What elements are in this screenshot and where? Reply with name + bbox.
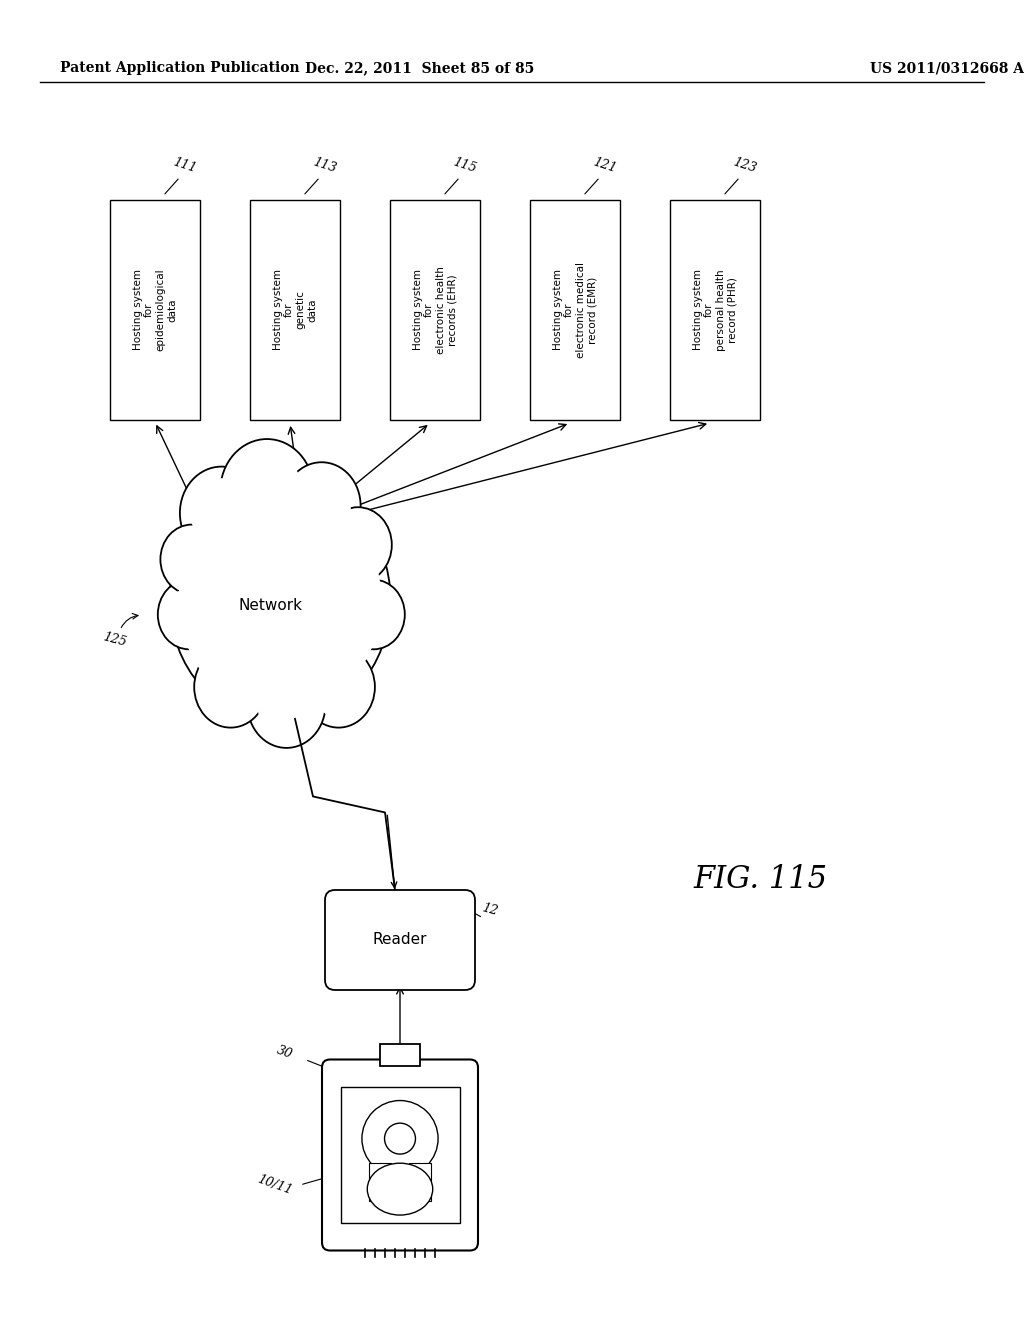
Text: Reader: Reader: [373, 932, 427, 948]
Text: Hosting system
for
electronic medical
record (EMR): Hosting system for electronic medical re…: [553, 261, 597, 358]
Text: Patent Application Publication: Patent Application Publication: [60, 61, 300, 75]
Ellipse shape: [342, 579, 404, 649]
FancyBboxPatch shape: [530, 201, 620, 420]
Ellipse shape: [248, 661, 326, 748]
Text: 30: 30: [275, 1044, 295, 1061]
Ellipse shape: [161, 524, 223, 594]
Ellipse shape: [204, 656, 258, 718]
Ellipse shape: [368, 1163, 433, 1214]
FancyBboxPatch shape: [393, 1197, 403, 1210]
Text: 125: 125: [101, 631, 128, 649]
Text: Network: Network: [238, 598, 302, 612]
Ellipse shape: [195, 647, 267, 727]
Circle shape: [385, 1123, 416, 1154]
Text: 111: 111: [172, 156, 199, 174]
Ellipse shape: [166, 589, 212, 640]
FancyBboxPatch shape: [409, 1183, 431, 1201]
Text: Hosting system
for
electronic health
records (EHR): Hosting system for electronic health rec…: [413, 267, 458, 354]
Text: Hosting system
for
personal health
record (PHR): Hosting system for personal health recor…: [692, 269, 737, 351]
FancyBboxPatch shape: [322, 1060, 478, 1250]
Text: Hosting system
for
epidemiological
data: Hosting system for epidemiological data: [132, 269, 177, 351]
FancyBboxPatch shape: [325, 890, 475, 990]
Text: 123: 123: [731, 156, 759, 174]
Text: 115: 115: [452, 156, 478, 174]
Ellipse shape: [158, 579, 220, 649]
Ellipse shape: [168, 533, 215, 586]
Ellipse shape: [302, 647, 375, 727]
FancyBboxPatch shape: [390, 201, 480, 420]
FancyBboxPatch shape: [380, 1044, 420, 1065]
Ellipse shape: [283, 462, 360, 549]
Text: 113: 113: [311, 156, 338, 174]
Ellipse shape: [220, 440, 313, 544]
Text: Dec. 22, 2011  Sheet 85 of 85: Dec. 22, 2011 Sheet 85 of 85: [305, 61, 535, 75]
Ellipse shape: [178, 487, 381, 713]
FancyBboxPatch shape: [369, 1183, 391, 1201]
FancyBboxPatch shape: [341, 1086, 460, 1224]
Ellipse shape: [257, 672, 315, 737]
Ellipse shape: [311, 656, 366, 718]
FancyBboxPatch shape: [250, 201, 340, 420]
FancyBboxPatch shape: [670, 201, 760, 420]
Ellipse shape: [170, 477, 390, 723]
Text: 121: 121: [592, 156, 618, 174]
Ellipse shape: [231, 451, 302, 531]
Ellipse shape: [292, 473, 351, 539]
Text: Hosting system
for
genetic
data: Hosting system for genetic data: [272, 269, 317, 351]
Text: 12: 12: [480, 902, 499, 919]
Ellipse shape: [333, 516, 383, 573]
FancyBboxPatch shape: [369, 1163, 391, 1181]
Ellipse shape: [190, 478, 253, 548]
Ellipse shape: [325, 507, 392, 582]
Ellipse shape: [180, 466, 263, 560]
FancyBboxPatch shape: [409, 1163, 431, 1181]
Text: FIG. 115: FIG. 115: [693, 865, 827, 895]
Ellipse shape: [350, 589, 397, 640]
Circle shape: [361, 1101, 438, 1176]
Text: US 2011/0312668 A1: US 2011/0312668 A1: [870, 61, 1024, 75]
Text: 10/11: 10/11: [256, 1172, 294, 1197]
FancyBboxPatch shape: [110, 201, 200, 420]
